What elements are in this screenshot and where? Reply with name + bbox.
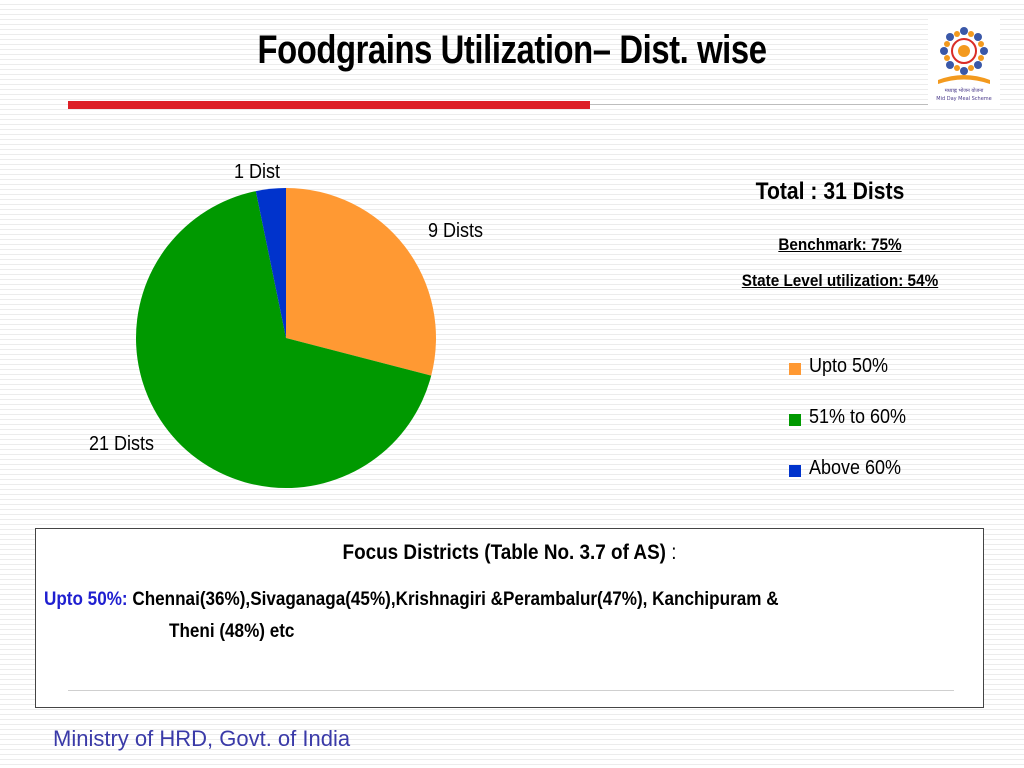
legend-label: 51% to 60% [809,406,907,428]
focus-heading-text: Focus Districts (Table No. 3.7 of AS) [342,541,666,564]
state-level-utilization: State Level utilization: 54% [741,271,939,290]
focus-divider [68,690,954,691]
pie-label-9-dists: 9 Dists [428,220,484,242]
legend-label: Upto 50% [809,355,889,377]
title-underline [68,101,590,109]
logo-caption: Mid Day Meal Scheme [936,96,992,102]
legend-swatch-green [789,414,801,426]
title-rule [590,104,930,105]
logo-emblem-icon [938,27,990,84]
focus-heading-colon: : [665,541,677,564]
focus-category-label: Upto 50%: [44,589,128,610]
benchmark-text: Benchmark: 75% [778,235,902,254]
focus-districts-box: Focus Districts (Table No. 3.7 of AS) : … [35,528,984,708]
total-districts: Total : 31 Dists [755,178,905,205]
pie-label-1-dist: 1 Dist [234,161,281,183]
legend-swatch-blue [789,465,801,477]
pie-slice-51-to-60 [135,191,432,489]
focus-list-line-1: Upto 50%: Chennai(36%),Sivaganaga(45%),K… [44,589,779,611]
legend-swatch-orange [789,363,801,375]
pie-label-21-dists: 21 Dists [89,433,155,455]
focus-heading: Focus Districts (Table No. 3.7 of AS) : [83,541,935,565]
focus-districts-text: Chennai(36%),Sivaganaga(45%),Krishnagiri… [127,589,779,610]
footer-ministry: Ministry of HRD, Govt. of India [53,726,351,751]
pie-slice-upto-50 [286,188,436,376]
focus-list-line-2: Theni (48%) etc [169,621,295,642]
mid-day-meal-logo: मध्याह्न भोजन योजना Mid Day Meal Scheme [928,18,1000,108]
slide-title: Foodgrains Utilization– Dist. wise [257,28,767,72]
legend-label: Above 60% [809,457,902,479]
pie-slice-above-60 [255,188,286,338]
logo-hindi-text: मध्याह्न भोजन योजना [944,88,984,94]
